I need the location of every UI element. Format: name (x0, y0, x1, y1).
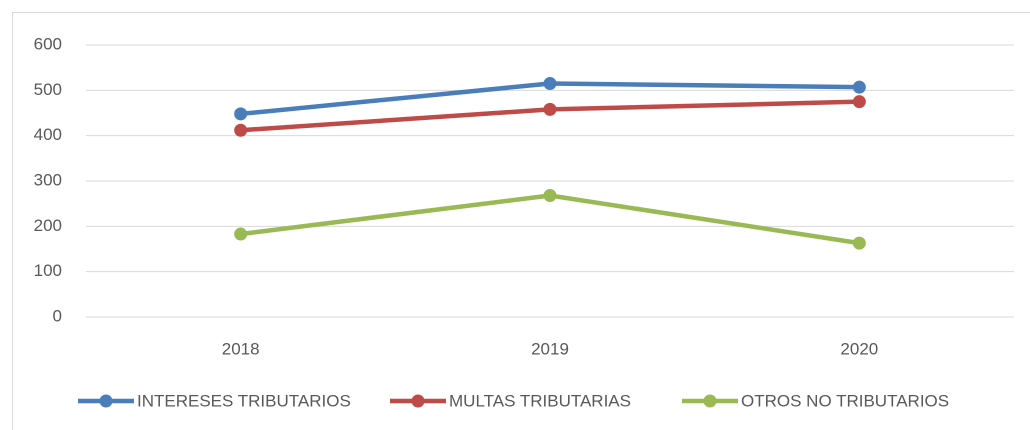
data-point (234, 123, 248, 137)
data-point (234, 107, 248, 121)
x-tick-label: 2018 (222, 339, 260, 358)
data-point (852, 80, 866, 94)
data-point (852, 236, 866, 250)
data-point (852, 95, 866, 109)
legend-marker (99, 394, 113, 408)
y-tick-label: 100 (34, 261, 62, 280)
y-tick-label: 200 (34, 216, 62, 235)
legend-label: INTERESES TRIBUTARIOS (137, 391, 351, 410)
legend-marker (703, 394, 717, 408)
y-tick-label: 0 (53, 306, 62, 325)
data-point (543, 77, 557, 91)
legend-label: MULTAS TRIBUTARIAS (449, 391, 631, 410)
series-line (240, 193, 860, 246)
x-tick-label: 2019 (531, 339, 569, 358)
legend-label: OTROS NO TRIBUTARIOS (741, 391, 949, 410)
y-tick-label: 500 (34, 80, 62, 99)
x-tick-label: 2020 (840, 339, 878, 358)
y-tick-label: 400 (34, 125, 62, 144)
chart-border (12, 12, 1030, 430)
data-point (234, 227, 248, 241)
legend-marker (411, 394, 425, 408)
data-point (543, 102, 557, 116)
y-tick-label: 600 (34, 34, 62, 53)
y-tick-label: 300 (34, 170, 62, 189)
data-point (543, 189, 557, 203)
